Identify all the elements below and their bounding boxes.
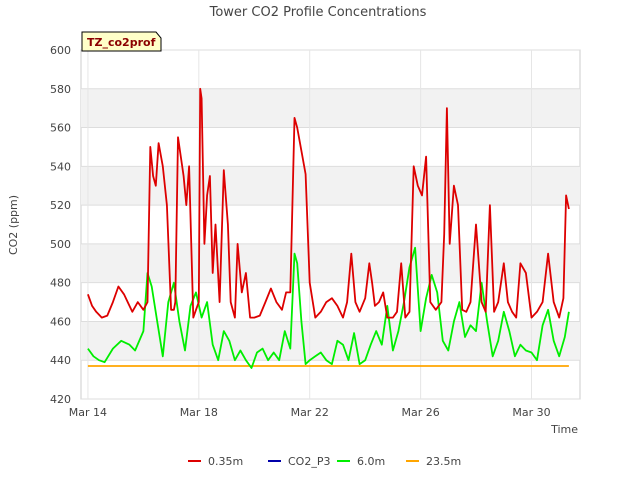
chart-title: Tower CO2 Profile Concentrations — [209, 5, 427, 20]
y-axis-ticks: 420 440 460 480 500 520 540 560 580 600 — [50, 44, 71, 406]
grid-band — [81, 88, 580, 128]
y-tick-label: 600 — [50, 44, 71, 57]
y-tick-label: 520 — [50, 199, 71, 212]
x-axis-label: Time — [550, 423, 578, 436]
y-tick-label: 500 — [50, 238, 71, 251]
x-tick-label: Mar 18 — [180, 406, 218, 419]
y-tick-label: 580 — [50, 83, 71, 96]
grid-band — [81, 243, 580, 283]
y-axis-label: CO2 (ppm) — [7, 195, 20, 255]
plot-background — [80, 49, 581, 400]
chart-badge: TZ_co2prof — [81, 31, 162, 52]
x-tick-label: Mar 22 — [291, 406, 329, 419]
y-tick-label: 420 — [50, 393, 71, 406]
x-tick-label: Mar 14 — [69, 406, 107, 419]
legend-label-CO2_P3: CO2_P3 — [288, 455, 330, 468]
legend-label-23.5m: 23.5m — [426, 455, 461, 468]
x-axis-ticks: Mar 14 Mar 18 Mar 22 Mar 26 Mar 30 — [69, 406, 551, 419]
series-lines — [87, 87, 570, 369]
y-tick-label: 560 — [50, 122, 71, 135]
legend: 0.35m CO2_P3 6.0m 23.5m — [188, 455, 461, 468]
legend-label-6.0m: 6.0m — [357, 455, 385, 468]
series-line-6.0m — [87, 246, 570, 369]
y-tick-label: 460 — [50, 315, 71, 328]
y-tick-label: 540 — [50, 160, 71, 173]
chart-badge-label: TZ_co2prof — [87, 36, 156, 49]
grid-band — [81, 321, 580, 361]
legend-label-0.35m: 0.35m — [208, 455, 243, 468]
y-tick-label: 440 — [50, 354, 71, 367]
x-tick-label: Mar 30 — [512, 406, 550, 419]
x-tick-label: Mar 26 — [401, 406, 439, 419]
y-tick-label: 480 — [50, 277, 71, 290]
series-line-0.35m — [87, 87, 570, 319]
